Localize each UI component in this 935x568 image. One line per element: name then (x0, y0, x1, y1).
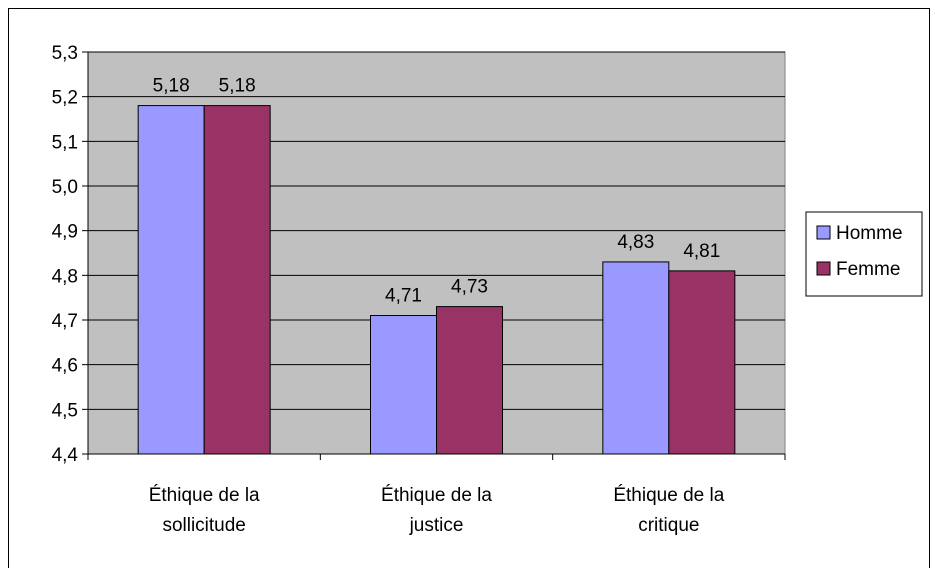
legend: Homme Femme (805, 211, 923, 297)
legend-label-femme: Femme (836, 259, 900, 280)
y-tick-label: 4,9 (52, 222, 78, 243)
y-tick-label: 4,8 (52, 266, 78, 287)
data-label-femme: 4,73 (451, 277, 488, 298)
data-label-femme: 5,18 (219, 76, 256, 97)
y-axis-ticks: 4,4 4,5 4,6 4,7 4,8 4,9 5,0 5,1 5,2 5,3 (52, 43, 88, 466)
legend-label-homme: Homme (836, 223, 903, 244)
y-tick-label: 4,5 (52, 400, 78, 421)
y-tick-label: 5,0 (52, 177, 78, 198)
legend-swatch-homme (816, 225, 831, 240)
data-label-femme: 4,81 (683, 241, 720, 262)
x-axis-labels: Éthique de la sollicitude Éthique de la jus… (87, 454, 786, 536)
bar-homme (602, 261, 670, 455)
legend-swatch-femme (816, 261, 831, 276)
bar-femme (203, 105, 271, 455)
y-tick-label: 4,4 (52, 445, 79, 466)
data-label-homme: 4,71 (385, 286, 422, 307)
bar-homme (137, 105, 205, 455)
category-label: critique (638, 515, 699, 536)
y-tick-label: 5,3 (52, 43, 78, 64)
bar-femme (436, 306, 503, 455)
category-label: Éthique de la (613, 485, 724, 506)
y-tick-label: 4,7 (52, 311, 78, 332)
category-label: justice (409, 515, 464, 536)
axes (87, 52, 785, 455)
bar-homme (370, 315, 437, 455)
y-tick-label: 4,6 (52, 356, 78, 377)
data-labels: 5,18 5,18 4,71 4,73 4,83 4,81 (153, 76, 721, 307)
y-tick-label: 5,2 (52, 88, 78, 109)
bar-femme (668, 270, 736, 455)
y-tick-label: 5,1 (52, 132, 78, 153)
chart-frame (8, 8, 930, 568)
category-label: Éthique de la (149, 485, 260, 506)
category-label: Éthique de la (381, 485, 492, 506)
category-label: sollicitude (162, 515, 245, 536)
data-label-homme: 5,18 (153, 76, 190, 97)
data-label-homme: 4,83 (617, 232, 654, 253)
